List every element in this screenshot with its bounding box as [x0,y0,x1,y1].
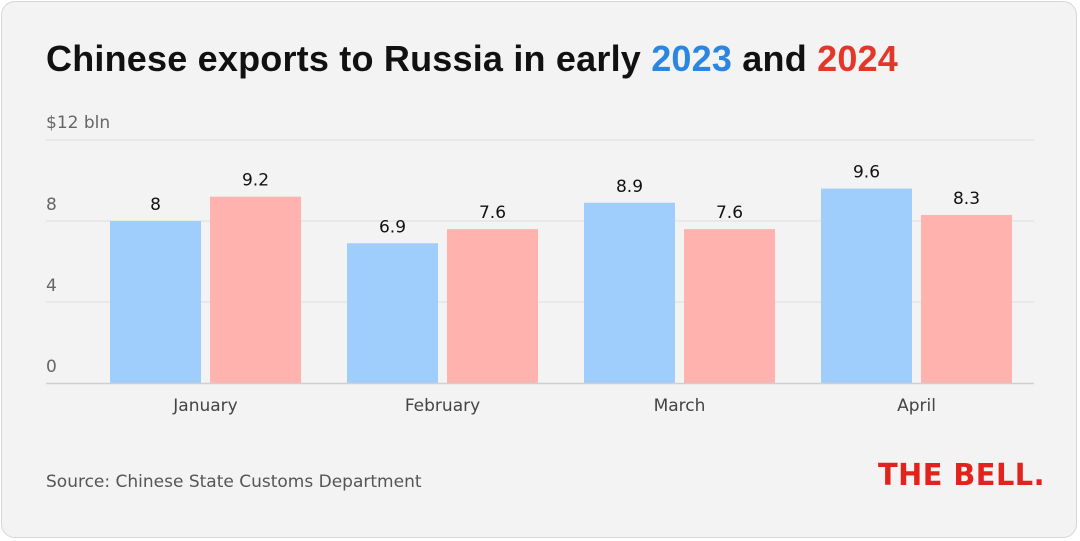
x-tick-label: January [172,396,237,416]
bar-2024-march [684,229,775,383]
title-year-2024: 2024 [817,38,898,79]
data-label: 8.9 [616,177,643,197]
data-label: 6.9 [379,217,406,237]
data-label: 8.3 [953,189,980,209]
x-tick-label: February [405,396,480,416]
bar-2024-february [447,229,538,383]
title-prefix: Chinese exports to Russia in early [46,38,652,79]
x-tick-label: March [654,396,706,416]
bar-2024-january [210,196,301,383]
source-note: Source: Chinese State Customs Department [46,472,422,492]
y-tick-label: 0 [46,357,57,377]
title-middle: and [732,38,818,79]
bar-2023-march [584,202,675,383]
data-label: 9.2 [242,171,269,191]
data-label: 7.6 [716,203,743,223]
data-label: 8 [150,195,161,215]
data-label: 7.6 [479,203,506,223]
the-bell-logo: THE BELL. [878,458,1046,493]
y-tick-label: 8 [46,195,57,215]
bar-2023-january [110,221,201,383]
title-year-2023: 2023 [651,38,733,79]
data-label: 9.6 [853,163,880,183]
bar-2024-april [921,214,1012,383]
y-tick-label: 4 [46,276,57,296]
chart-title: Chinese exports to Russia in early 2023 … [46,38,898,80]
x-tick-label: April [897,396,936,416]
bar-2023-february [347,243,438,383]
bar-2023-april [821,188,912,383]
y-tick-label: $12 bln [46,113,110,133]
